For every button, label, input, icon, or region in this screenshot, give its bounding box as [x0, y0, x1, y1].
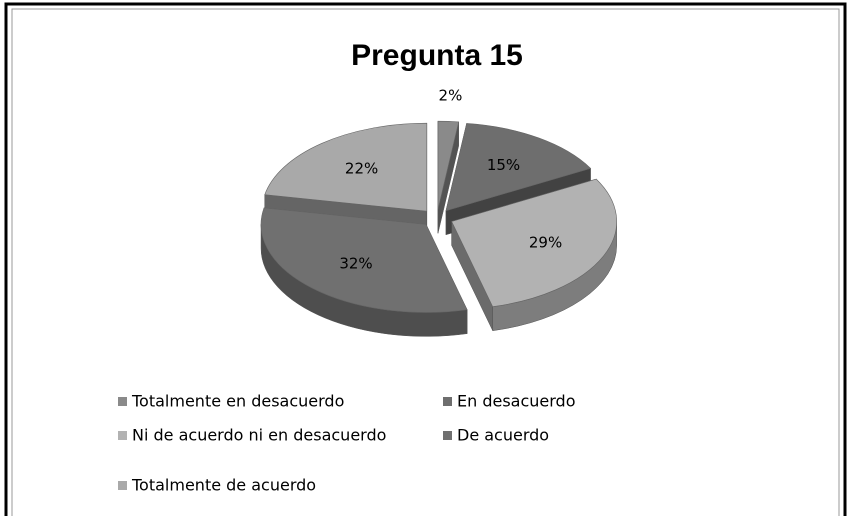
frame — [4, 2, 847, 516]
data-label: 32% — [339, 255, 372, 273]
slice — [260, 207, 468, 337]
data-label: 2% — [439, 86, 463, 104]
slice — [451, 178, 617, 332]
slice-top — [264, 122, 428, 212]
data-label: 15% — [487, 156, 520, 174]
legend-swatch — [443, 397, 452, 406]
slice-top — [445, 123, 592, 212]
legend-swatch — [118, 481, 127, 490]
chart-title: Pregunta 15 — [351, 39, 523, 72]
data-label: 29% — [529, 234, 562, 252]
legend-label: Ni de acuerdo ni en desacuerdo — [132, 426, 386, 445]
slice — [437, 120, 460, 234]
legend-label: En desacuerdo — [457, 392, 576, 411]
slice-top — [437, 120, 460, 210]
legend-swatch — [118, 397, 127, 406]
slice-top — [260, 207, 468, 313]
legend-swatch — [443, 431, 452, 440]
data-label: 22% — [345, 160, 378, 178]
slice-top — [451, 178, 617, 308]
legend-label: De acuerdo — [457, 426, 549, 445]
legend-label: Totalmente en desacuerdo — [131, 392, 344, 411]
legend-swatch — [118, 431, 127, 440]
legend-label: Totalmente de acuerdo — [131, 476, 316, 495]
